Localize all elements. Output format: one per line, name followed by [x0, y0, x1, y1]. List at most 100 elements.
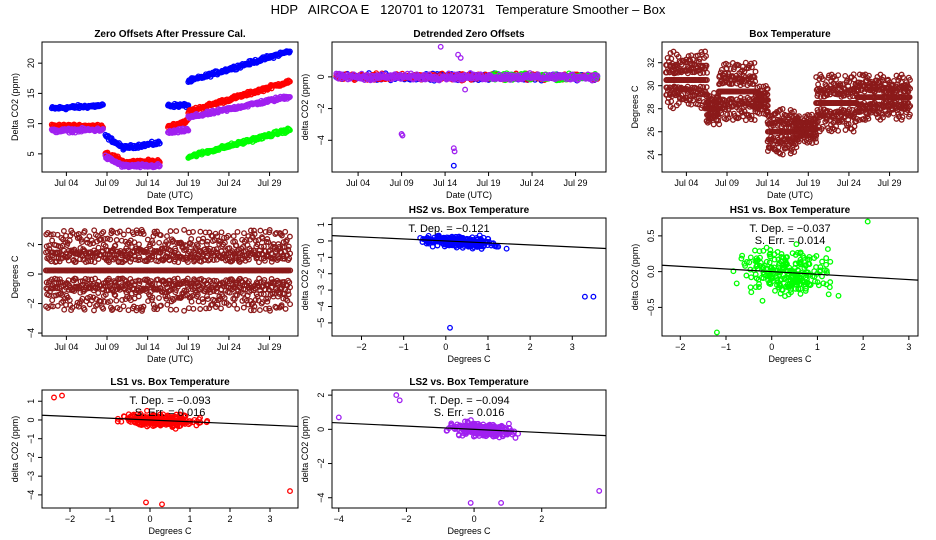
point-box	[751, 117, 758, 123]
outlier-point	[437, 43, 444, 50]
y-tick-label: 24	[646, 150, 656, 160]
point-box	[190, 305, 197, 312]
x-tick-label: Jul 04	[54, 342, 78, 352]
x-tick-label: Jul 09	[390, 178, 414, 188]
y-tick-label: 30	[646, 81, 656, 91]
y-axis-label: delta CO2 (ppm)	[300, 74, 310, 141]
point-ls2	[100, 126, 106, 132]
point-box	[194, 243, 201, 249]
point-box	[234, 305, 241, 312]
point-box	[72, 258, 79, 265]
point-box	[81, 228, 88, 235]
y-tick-label: −4	[316, 135, 326, 145]
x-tick-label: Jul 24	[217, 178, 241, 188]
point-box	[106, 259, 112, 266]
point-box	[77, 289, 84, 296]
x-tick-label: Jul 04	[346, 178, 370, 188]
point-box	[130, 231, 137, 238]
chart-zero-offsets: Zero Offsets After Pressure Cal. Jul 04 Ju…	[10, 29, 299, 200]
point-ls2	[594, 72, 601, 79]
x-tick-label: Jul 19	[477, 178, 501, 188]
point-box	[157, 232, 164, 239]
point-box	[104, 235, 111, 242]
point-box	[167, 228, 174, 235]
point-ls2	[185, 127, 192, 134]
chart-title: Zero Offsets After Pressure Cal.	[94, 29, 246, 40]
point-box	[833, 123, 840, 130]
point-box	[133, 307, 140, 314]
point-box	[200, 299, 207, 306]
plot-frame	[41, 217, 299, 337]
point-box	[57, 290, 64, 297]
point-box	[225, 302, 232, 308]
plot-area	[42, 226, 294, 314]
x-tick-label: Jul 19	[176, 178, 200, 188]
point-box	[156, 295, 162, 301]
point-box	[78, 252, 84, 258]
point-box	[174, 275, 181, 282]
point-box	[144, 249, 150, 255]
point-hs2	[156, 140, 163, 147]
y-axis-label: Delta CO2 (ppm)	[10, 73, 20, 141]
point-box	[667, 50, 674, 57]
point-box	[199, 296, 206, 303]
x-tick-label: Jul 04	[54, 178, 78, 188]
y-tick-label: −2	[316, 103, 326, 113]
point-box	[204, 293, 210, 300]
point-box	[703, 62, 710, 69]
point-box	[154, 306, 161, 313]
point-ls2	[156, 162, 163, 169]
point-box	[106, 275, 112, 282]
outlier-point	[462, 86, 469, 93]
outlier-point	[450, 145, 457, 152]
x-tick-label: Jul 29	[564, 178, 588, 188]
point-box	[56, 258, 63, 265]
point-box	[95, 290, 102, 296]
point-box	[764, 91, 771, 98]
point-box	[156, 239, 163, 246]
y-axis-label: Degrees C	[630, 85, 640, 129]
point-box	[856, 71, 863, 78]
point-box	[185, 305, 192, 312]
point-box	[791, 149, 798, 155]
point-box	[779, 151, 786, 158]
point-box	[143, 285, 150, 292]
point-box	[164, 301, 171, 308]
point-box	[119, 297, 126, 303]
page-title: HDP AIRCOA E 120701 to 120731 Temperatur…	[270, 2, 666, 17]
point-box	[722, 106, 729, 113]
point-box	[107, 298, 114, 305]
point-box	[795, 138, 802, 145]
point-box	[184, 259, 191, 266]
x-axis-label: Date (UTC)	[446, 190, 492, 200]
point-box	[230, 233, 237, 240]
point-box	[120, 303, 127, 310]
y-tick-label: 28	[646, 104, 656, 114]
point-box	[136, 241, 142, 248]
point-box	[78, 239, 85, 246]
point-box	[72, 275, 79, 282]
point-box	[62, 232, 69, 239]
point-box	[130, 303, 137, 310]
point-box	[202, 286, 209, 293]
point-box	[140, 303, 147, 310]
point-box	[813, 139, 820, 146]
x-tick-label: Jul 24	[837, 178, 861, 188]
x-tick-label: Jul 14	[756, 178, 780, 188]
point-box	[697, 83, 704, 90]
plot-frame	[331, 41, 607, 173]
x-tick-label: Jul 29	[878, 178, 902, 188]
point-box	[898, 116, 905, 123]
x-tick-label: Jul 19	[796, 178, 820, 188]
outlier-point	[455, 51, 462, 58]
point-box	[796, 113, 802, 120]
x-tick-label: Jul 14	[433, 178, 457, 188]
point-box	[47, 231, 54, 238]
point-hs2	[286, 48, 293, 55]
y-tick-label: 2	[26, 242, 36, 247]
point-box	[91, 307, 97, 314]
point-ls1	[286, 78, 293, 85]
point-box	[82, 275, 89, 282]
